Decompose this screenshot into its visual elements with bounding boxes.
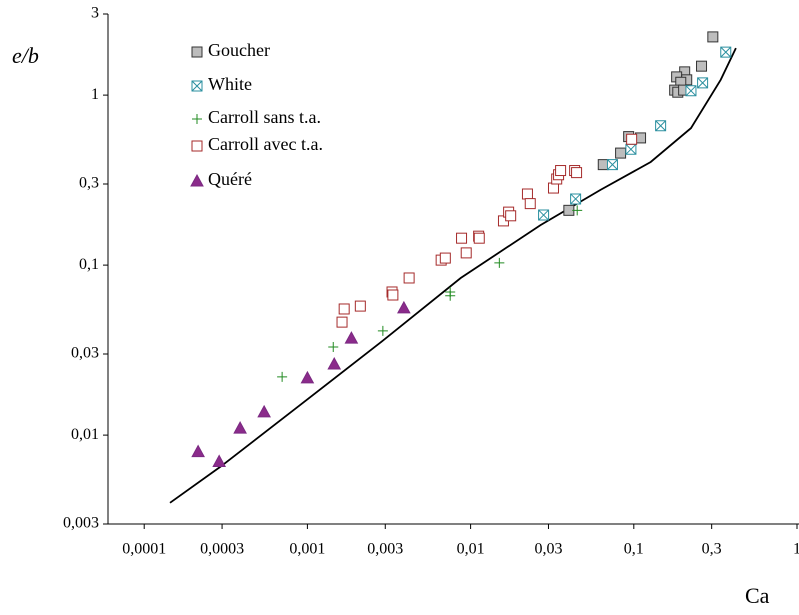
point	[377, 325, 388, 336]
point	[328, 341, 339, 352]
legend-marker	[191, 140, 203, 152]
point	[403, 272, 415, 284]
point	[327, 356, 342, 370]
point	[505, 210, 517, 222]
x-tick-label: 0,03	[534, 541, 562, 558]
point	[571, 167, 583, 179]
point	[685, 85, 697, 97]
point	[354, 300, 366, 312]
y-tick-label: 0,03	[71, 345, 99, 362]
point	[277, 371, 288, 382]
x-tick-label: 0,1	[624, 541, 644, 558]
point	[300, 370, 315, 384]
point	[720, 46, 732, 58]
x-tick-label: 1	[793, 541, 799, 558]
x-tick-label: 0,3	[702, 541, 722, 558]
legend-label: Goucher	[208, 40, 270, 60]
x-tick-label: 0,0003	[200, 541, 244, 558]
point	[460, 247, 472, 259]
legend-label: Carroll avec t.a.	[208, 134, 323, 154]
point	[625, 143, 637, 155]
point	[538, 209, 550, 221]
point	[257, 404, 271, 418]
point	[615, 147, 627, 159]
point	[626, 133, 638, 145]
legend-marker	[190, 173, 204, 187]
point	[494, 257, 505, 268]
legend-marker	[191, 46, 203, 58]
point	[456, 232, 468, 244]
legend-label: Quéré	[208, 169, 252, 189]
point	[344, 331, 359, 344]
x-tick-label: 0,01	[457, 541, 485, 558]
legend-marker	[191, 80, 203, 92]
point	[597, 159, 609, 171]
point	[387, 289, 399, 301]
point	[570, 193, 582, 205]
y-axis-label: e/b	[12, 43, 39, 68]
y-tick-label: 1	[91, 86, 99, 103]
x-tick-label: 0,001	[289, 541, 325, 558]
legend-marker	[192, 114, 202, 124]
point	[397, 300, 411, 314]
y-tick-label: 0,1	[79, 256, 99, 273]
point	[439, 252, 451, 264]
point	[655, 120, 667, 132]
point	[555, 165, 567, 177]
fit-curve	[169, 47, 737, 504]
y-tick-label: 0,003	[63, 515, 99, 532]
y-tick-label: 3	[91, 5, 99, 22]
y-tick-label: 0,3	[79, 175, 99, 192]
point	[707, 31, 719, 43]
point	[191, 444, 205, 458]
legend-label: Carroll sans t.a.	[208, 107, 321, 127]
point	[473, 232, 485, 244]
point	[572, 205, 583, 216]
point	[336, 316, 348, 328]
point	[697, 77, 709, 89]
x-axis-label: Ca	[745, 583, 770, 608]
point	[338, 303, 350, 315]
point	[233, 421, 247, 434]
legend-label: White	[208, 74, 252, 94]
y-tick-label: 0,01	[71, 426, 99, 443]
x-tick-label: 0,003	[367, 541, 403, 558]
point	[445, 290, 456, 301]
point	[606, 159, 618, 171]
x-tick-label: 0,0001	[122, 541, 166, 558]
point	[547, 182, 559, 194]
point	[696, 60, 708, 72]
point	[524, 198, 536, 210]
point	[212, 454, 227, 467]
point	[521, 188, 533, 200]
